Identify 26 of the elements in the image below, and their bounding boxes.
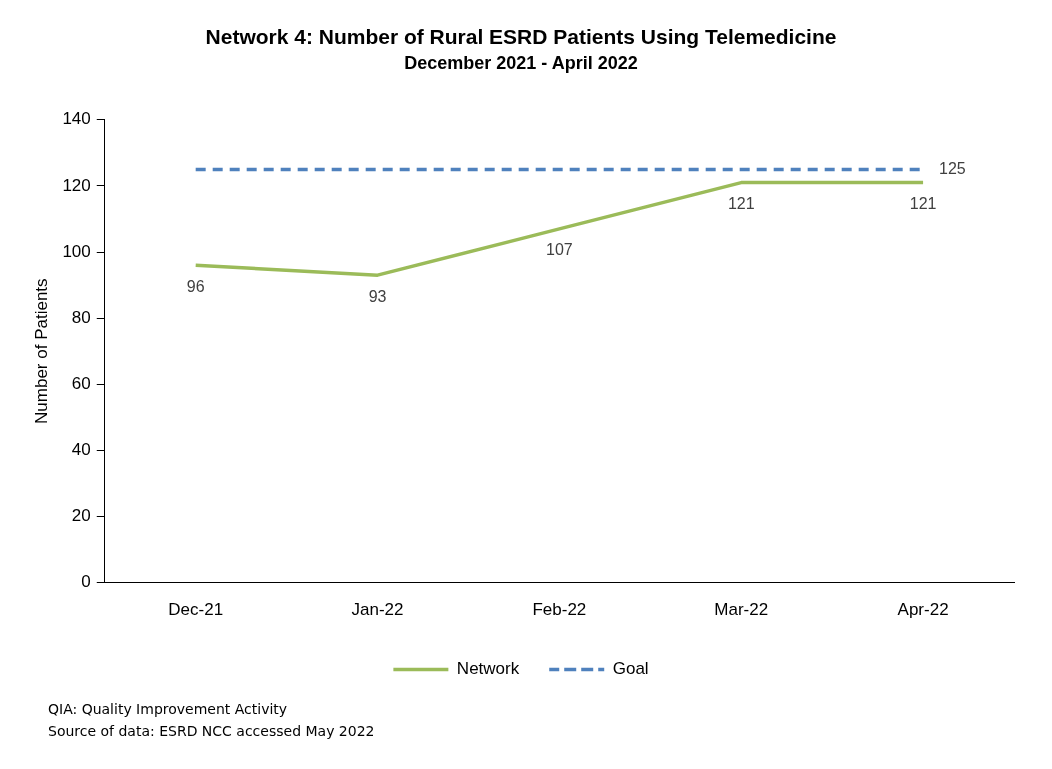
data-label: 121 [727,195,755,213]
y-tick-label: 120 [62,175,91,195]
data-label: 121 [909,195,937,213]
source-note: Source of data: ESRD NCC accessed May 2022 [48,722,376,741]
y-tick-label: 100 [62,241,91,261]
x-tick-label: Jan-22 [351,600,404,620]
text: QIA: Quality Improvement Activity [48,700,289,719]
legend-label: Network [456,659,520,679]
x-tick-label: Feb-22 [532,600,587,620]
y-axis-title: Number of Patients [31,278,51,424]
y-tick-label: 140 [62,109,91,129]
y-tick-label: 20 [71,506,91,526]
data-label: 96 [186,277,205,295]
chart-subtitle: December 2021 - April 2022 [404,52,638,73]
y-tick-label: 80 [71,307,91,327]
legend-label: Goal [612,659,649,679]
y-tick-label: 40 [71,440,91,460]
x-tick-label: Apr-22 [897,600,949,620]
x-tick-label: Mar-22 [714,600,769,620]
data-label: 125 [939,159,966,177]
data-label: 107 [546,241,573,259]
y-tick-label: 0 [81,572,91,592]
data-label: 93 [368,287,387,305]
y-tick-label: 60 [71,373,91,393]
chart-title: Network 4: Number of Rural ESRD Patients Using Telemedicine [205,25,837,49]
x-tick-label: Dec-21 [168,600,224,620]
